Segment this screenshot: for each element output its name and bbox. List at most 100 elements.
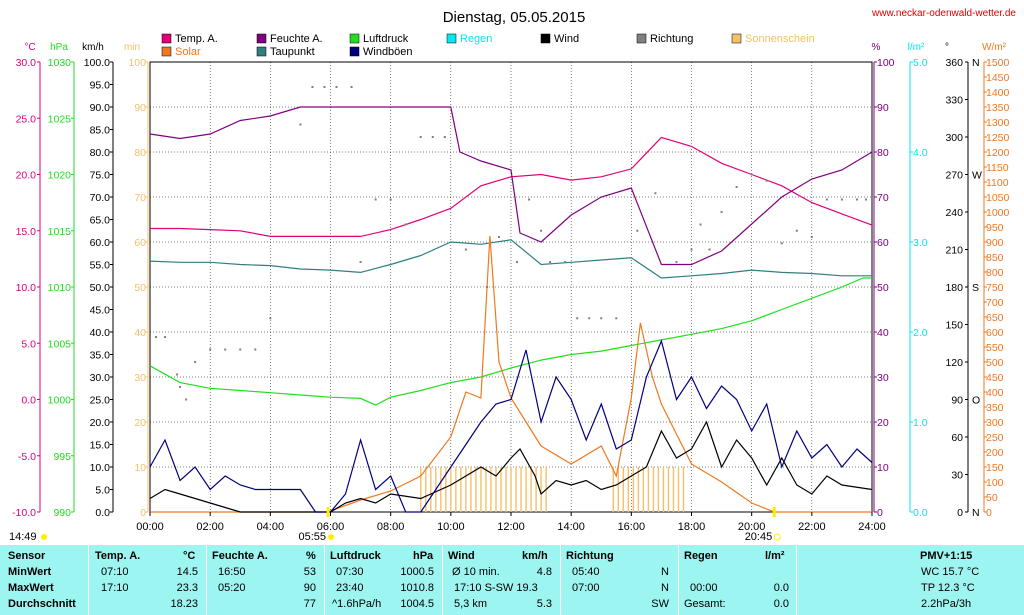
legend-swatch [161, 46, 172, 57]
legend-swatch [731, 33, 742, 44]
direction-point [179, 386, 182, 388]
direction-point [720, 211, 723, 213]
row-min-label: MinWert [8, 566, 52, 578]
row-avg-rain-label: Gesamt: [684, 598, 726, 610]
direction-compass-label: S [972, 282, 979, 294]
direction-point [855, 198, 858, 201]
direction-tick-label: 30 [951, 470, 963, 482]
temp-tick-label: 10.0 [16, 282, 37, 294]
wind-tick-label: 100.0 [84, 57, 110, 69]
table-divider [206, 545, 207, 615]
direction-point [209, 348, 212, 351]
row-avg-extra: 2.2hPa/3h [921, 598, 972, 610]
legend-label: Sonnenschein [745, 33, 815, 45]
row-min-hum-time: 16:50 [218, 566, 246, 578]
rain-tick-label: 5.0 [913, 57, 928, 69]
wind-tick-label: 95.0 [90, 80, 111, 92]
series-windb-en [149, 339, 873, 513]
legend-label: Feuchte A. [270, 33, 323, 45]
sunshine-tick-label: 40 [134, 327, 146, 339]
temp-tick-label: 5.0 [21, 338, 36, 350]
sunshine-bars [420, 467, 685, 512]
axis-unit-labels: °C hPa km/h min% l/m² ° W/m² [24, 42, 1006, 53]
legend-label: Regen [460, 33, 492, 45]
row-max-press: 1010.8 [400, 582, 434, 594]
rain-tick-label: 1.0 [913, 417, 928, 429]
header-temp-unit: °C [183, 550, 196, 562]
sun-markers: 14:49 05:55 20:45 [9, 507, 781, 543]
direction-tick-label: 360 [945, 57, 963, 69]
summary-table: Sensor Temp. A. °C Feuchte A. % Luftdruc… [0, 545, 1024, 615]
pressure-tick-label: 995 [53, 451, 71, 463]
weather-chart: Dienstag, 05.05.2015 www.neckar-odenwald… [9, 8, 1016, 543]
series-taupunkt [149, 239, 872, 279]
solar-tick-label: 1100 [986, 177, 1009, 189]
temp-tick-label: 30.0 [16, 57, 37, 69]
x-tick-label: 08:00 [377, 521, 405, 533]
table-divider [560, 545, 561, 615]
row-min-extra: WC 15.7 °C [921, 566, 980, 578]
temp-tick-label: 15.0 [16, 226, 37, 238]
legend-label: Solar [175, 46, 201, 58]
wind-tick-label: 55.0 [90, 260, 111, 272]
solar-tick-label: 1050 [986, 192, 1010, 204]
solar-tick-label: 450 [986, 372, 1004, 384]
direction-point [155, 336, 158, 338]
series-feuchte-a- [149, 106, 873, 266]
direction-points [155, 86, 867, 401]
solar-tick-label: 100 [986, 477, 1004, 489]
wind-tick-label: 35.0 [90, 350, 111, 362]
rain-tick-label: 3.0 [913, 237, 928, 249]
row-max-rain: 0.0 [773, 582, 789, 594]
humidity-tick-label: 0 [877, 507, 883, 519]
chart-title: Dienstag, 05.05.2015 [443, 9, 586, 26]
direction-point [636, 229, 639, 232]
direction-point [540, 229, 543, 232]
series-wind [149, 420, 873, 513]
direction-tick-label: 90 [951, 395, 963, 407]
humidity-tick-label: 70 [877, 192, 889, 204]
header-extra: PMV+1:15 [920, 550, 973, 562]
row-min-press: 1000.5 [400, 566, 434, 578]
solar-tick-label: 1200 [986, 147, 1010, 159]
solar-tick-label: 0 [986, 507, 992, 519]
humidity-tick-label: 20 [877, 417, 889, 429]
solar-tick-label: 350 [986, 402, 1004, 414]
legend-swatch [636, 33, 647, 44]
direction-tick-label: 330 [945, 95, 963, 107]
direction-point [840, 198, 843, 201]
solar-tick-label: 200 [986, 447, 1004, 459]
direction-point [735, 186, 738, 188]
direction-point [164, 336, 167, 338]
direction-point [269, 317, 272, 320]
row-avg-temp: 18.23 [170, 598, 198, 610]
direction-point [690, 248, 693, 251]
solar-tick-label: 1450 [986, 72, 1010, 84]
row-min-hum: 53 [303, 566, 316, 578]
direction-point [311, 86, 314, 88]
legend-swatch [446, 33, 457, 44]
temp-tick-label: 20.0 [16, 170, 37, 182]
direction-point [549, 261, 552, 263]
direction-tick-label: 150 [945, 320, 963, 332]
row-avg-rain: 0.0 [773, 598, 789, 610]
humidity-tick-label: 90 [877, 102, 889, 114]
pressure-tick-label: 1030 [48, 57, 72, 69]
wind-tick-label: 40.0 [90, 327, 111, 339]
sunshine-tick-label: 10 [134, 462, 146, 474]
direction-tick-label: 300 [945, 132, 963, 144]
wind-tick-label: 5.0 [95, 485, 110, 497]
direction-point [795, 229, 798, 232]
unit-label: ° [945, 42, 949, 53]
sunshine-tick-label: 90 [134, 102, 146, 114]
row-max-extra: TP 12.3 °C [921, 582, 975, 594]
row-max-rain-time: 00:00 [690, 582, 718, 594]
unit-label: °C [24, 42, 35, 53]
header-humidity: Feuchte A. [212, 550, 268, 562]
sunshine-tick-label: 0 [140, 507, 146, 519]
legend-label: Luftdruck [363, 33, 409, 45]
direction-point [485, 286, 488, 288]
direction-point [389, 198, 392, 201]
temp-tick-label: -10.0 [12, 507, 36, 519]
row-avg-label: Durchschnitt [8, 598, 76, 610]
